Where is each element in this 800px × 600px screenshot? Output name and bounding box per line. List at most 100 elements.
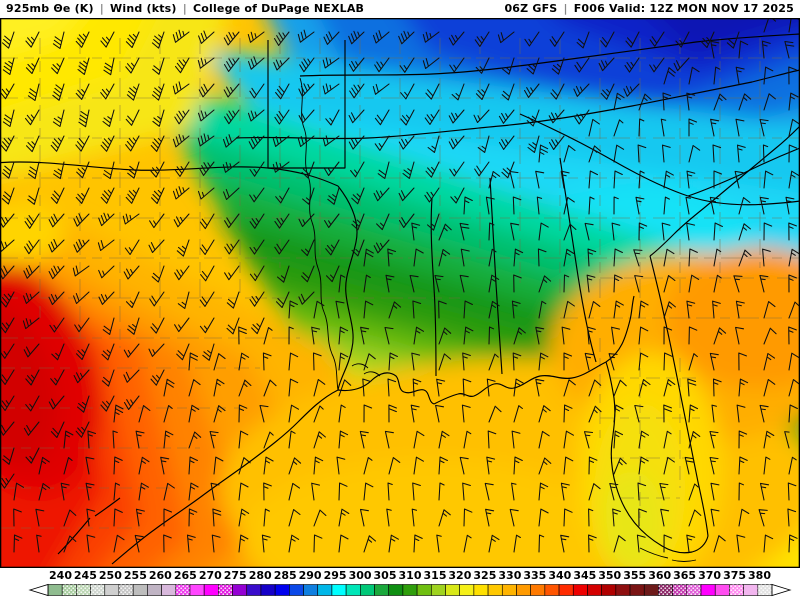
wind-barb [176,343,190,361]
wind-barb [438,223,452,241]
county-boundaries [0,38,800,529]
colorbar-cell[interactable] [345,584,361,596]
colorbar-cell[interactable] [473,584,489,596]
colorbar-cell[interactable] [629,584,645,596]
wind-barb [313,300,325,319]
colorbar-cell[interactable] [416,584,432,596]
map-canvas[interactable] [0,18,800,568]
wind-barb [488,534,500,553]
wind-barb [438,482,445,501]
wind-barb [363,248,374,267]
colorbar-cell[interactable] [601,584,617,596]
wind-barb [50,135,65,152]
wind-barb [13,508,22,527]
wind-barb [238,379,252,397]
colorbar-cell[interactable] [643,584,659,596]
wind-barb [611,326,621,345]
colorbar-cell[interactable] [530,584,546,596]
wind-barb [350,161,365,178]
wind-barb [38,456,50,475]
colorbar-cell[interactable] [317,584,333,596]
wind-barb [710,118,720,137]
colorbar[interactable]: 240 245 250 255 260 265 270 275 280 285 290 295 300 3… [0,568,800,600]
wind-barb [323,161,340,177]
colorbar-cell[interactable] [147,584,162,596]
wind-barb [738,378,749,397]
colorbar-cell[interactable] [374,584,390,596]
colorbar-cell-stipple [218,584,233,596]
colorbar-cell[interactable] [544,584,560,596]
wind-barb [486,456,496,475]
wind-barb [548,135,565,151]
wind-barb [163,430,174,449]
wind-barb [103,57,115,76]
wind-barb [598,57,615,72]
wind-barb [263,508,270,527]
wind-barb [77,57,90,75]
colorbar-cell[interactable] [189,584,205,596]
wind-barb [262,352,272,371]
wind-barb [274,239,290,255]
colorbar-cell[interactable] [558,584,574,596]
wind-barb [763,170,774,189]
colorbar-cell[interactable] [47,584,63,596]
colorbar-cell[interactable] [700,584,716,596]
colorbar-cell[interactable] [501,584,517,596]
wind-barb [174,109,190,125]
wind-barb [35,508,45,527]
colorbar-cell[interactable] [132,584,148,596]
colorbar-cell[interactable] [572,584,588,596]
wind-barb [263,379,277,397]
colorbar-cell[interactable] [246,584,262,596]
wind-barb [535,326,545,345]
colorbar-cell[interactable] [459,584,475,596]
wind-barb [411,508,418,527]
colorbar-cell[interactable] [402,584,418,596]
colorbar-cell[interactable] [303,584,319,596]
colorbar-cell[interactable] [743,584,759,596]
colorbar-cell[interactable] [232,584,248,596]
wind-barb [199,239,215,256]
colorbar-cell[interactable] [104,584,120,596]
colorbar-cell[interactable] [161,584,177,596]
colorbar-cell[interactable] [445,584,460,596]
wind-barb [663,404,672,423]
header-bar: 925mb Θe (K) | Wind (kts) | College of D… [0,0,800,18]
colorbar-cell[interactable] [331,584,347,596]
wind-barb [588,405,602,423]
wind-barb [612,508,621,527]
colorbar-cell[interactable] [430,584,446,596]
colorbar-tick-label: 355 [623,569,647,582]
colorbar-cell[interactable] [203,584,219,596]
wind-barb [48,213,65,228]
wind-barb [400,83,415,100]
wind-barb [435,404,445,423]
wind-barb [686,170,696,189]
colorbar-cell[interactable] [714,584,730,596]
wind-barb [788,326,797,345]
wind-barb [663,170,674,189]
wind-barb [608,353,618,371]
wind-barb [212,508,222,527]
wind-barb [313,405,324,423]
colorbar-cell[interactable] [274,584,290,596]
wind-barb [275,83,290,100]
colorbar-cell[interactable] [260,584,276,596]
wind-barb [649,31,665,47]
wind-barb [710,482,720,501]
colorbar-cell[interactable] [615,584,631,596]
colorbar-cell[interactable] [587,584,602,596]
colorbar-swatches[interactable] [0,583,800,598]
wind-barb [348,57,365,72]
wind-barb [788,534,798,553]
wind-barb [75,421,90,438]
colorbar-cell[interactable] [360,584,375,596]
colorbar-cell[interactable] [516,584,531,596]
wind-barb [23,291,40,304]
colorbar-cell[interactable] [487,584,503,596]
wind-barb [363,482,374,501]
wind-barb [151,83,165,101]
colorbar-cell[interactable] [388,584,404,596]
wind-barb [638,118,645,137]
colorbar-cell[interactable] [289,584,304,596]
